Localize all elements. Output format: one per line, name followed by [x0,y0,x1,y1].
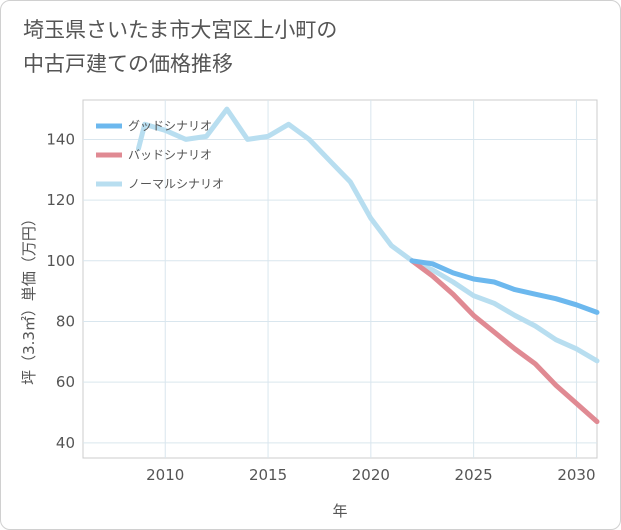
y-tick-label: 80 [56,312,75,330]
legend-label-2: ノーマルシナリオ [128,177,224,191]
x-tick-label: 2030 [557,466,595,484]
y-tick-label: 140 [46,130,75,148]
chart-title-line-2: 中古戸建ての価格推移 [23,52,233,76]
x-tick-label: 2025 [455,466,493,484]
x-tick-label: 2010 [146,466,184,484]
series-lines [136,106,600,425]
x-tick-label: 2015 [249,466,287,484]
legend-label-1: バッドシナリオ [128,148,212,162]
x-tick-label: 2020 [352,466,390,484]
chart-title-line-1: 埼玉県さいたま市大宮区上小町の [23,18,338,42]
plot-area-border [82,99,598,459]
y-tick-label: 40 [56,434,75,452]
series-line-0 [409,258,600,315]
y-tick-label: 60 [56,373,75,391]
series-line-2 [136,106,600,364]
tick-labels: 40 60 80 100 120 140 2010 2015 2020 2025 2030 [46,130,595,484]
y-axis-label: 坪（3.3㎡）単価（万円） [20,211,38,385]
chart-title: 埼玉県さいたま市大宮区上小町の 中古戸建ての価格推移 [23,13,583,81]
series-line-1 [409,258,600,425]
y-tick-label: 120 [46,191,75,209]
y-tick-label: 100 [46,252,75,270]
legend-label-0: グッドシナリオ [128,119,212,133]
grid [82,99,598,459]
x-axis-label: 年 [332,502,347,520]
